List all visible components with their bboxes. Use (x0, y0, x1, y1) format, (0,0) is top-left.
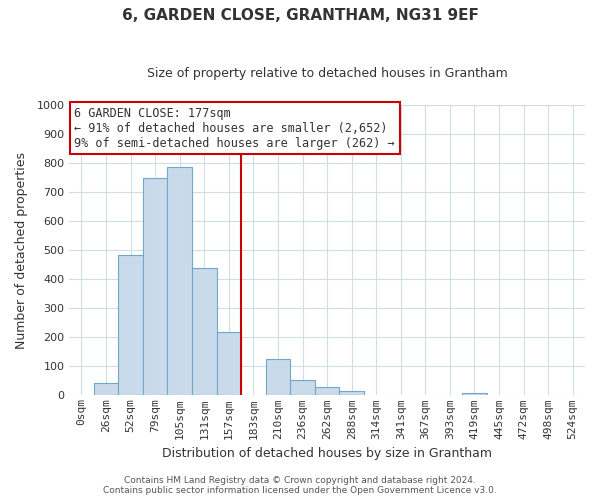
Bar (143, 178, 167, 396)
Text: Contains HM Land Registry data © Crown copyright and database right 2024.
Contai: Contains HM Land Registry data © Crown c… (103, 476, 497, 495)
Y-axis label: Number of detached properties: Number of detached properties (15, 152, 28, 349)
Bar (118, 255, 143, 396)
Bar (192, 268, 217, 396)
Bar (94, 382, 118, 396)
Bar (217, 332, 241, 396)
Text: 6, GARDEN CLOSE, GRANTHAM, NG31 9EF: 6, GARDEN CLOSE, GRANTHAM, NG31 9EF (122, 8, 478, 22)
Bar (290, 380, 315, 396)
Title: Size of property relative to detached houses in Grantham: Size of property relative to detached ho… (147, 68, 508, 80)
Bar (315, 388, 340, 396)
Bar (266, 359, 290, 396)
Bar (340, 392, 364, 396)
Bar (167, 167, 192, 396)
Text: 6 GARDEN CLOSE: 177sqm
← 91% of detached houses are smaller (2,652)
9% of semi-d: 6 GARDEN CLOSE: 177sqm ← 91% of detached… (74, 106, 395, 150)
X-axis label: Distribution of detached houses by size in Grantham: Distribution of detached houses by size … (162, 447, 492, 460)
Bar (462, 393, 487, 396)
